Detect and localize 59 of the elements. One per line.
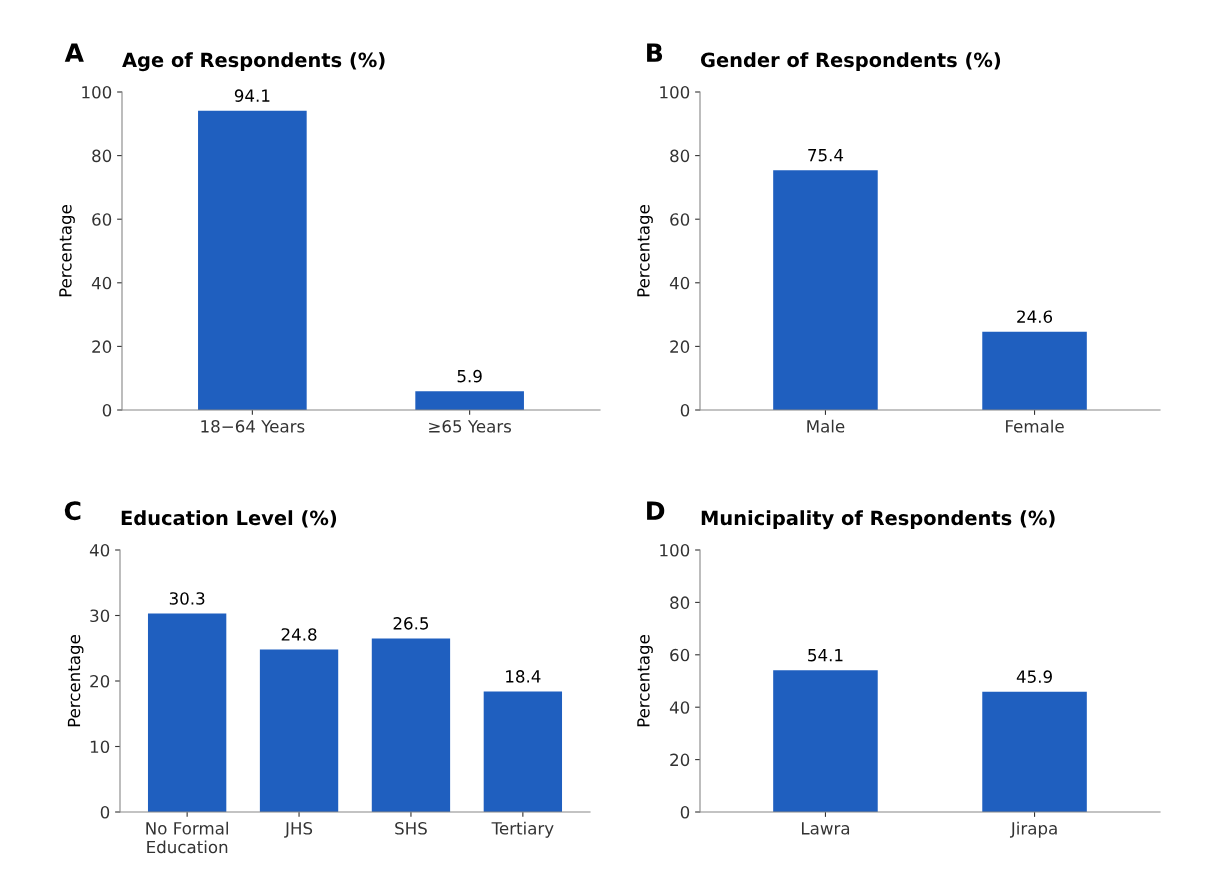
- y-tick-label: 100: [82, 85, 112, 99]
- chart-title: Municipality of Respondents (%): [701, 510, 1055, 530]
- chart-title: Gender of Respondents (%): [700, 52, 1001, 72]
- y-tick-label: 40: [91, 276, 112, 290]
- y-axis-title: Percentage: [59, 205, 75, 297]
- y-axis-title: Percentage: [637, 635, 653, 727]
- data-label: 24.6: [1017, 310, 1053, 323]
- text: C: [64, 501, 81, 521]
- chart-title: Education Level (%): [121, 510, 337, 528]
- data-label: 18.4: [506, 670, 541, 683]
- data-label: 24.8: [281, 628, 317, 641]
- text: D: [647, 501, 665, 520]
- y-axis-title: Percentage: [637, 205, 653, 297]
- x-tick-label: Tertiary: [491, 821, 554, 838]
- x-tick-label: ≥65 Years: [429, 420, 512, 433]
- x-tick-label: JHS: [284, 822, 313, 838]
- bar: [147, 613, 227, 812]
- x-tick-label: 18−64 Years: [201, 420, 305, 433]
- text: A: [64, 43, 84, 62]
- y-tick-label: 40: [89, 543, 110, 557]
- y-tick-label: 20: [92, 340, 112, 353]
- x-tick-label: Jirapa: [1009, 821, 1057, 838]
- y-tick-label: 0: [680, 403, 690, 417]
- y-axis-title: Percentage: [67, 635, 84, 727]
- x-tick-label: Female: [1006, 419, 1064, 433]
- y-tick-label: 0: [100, 805, 110, 819]
- y-tick-label: 60: [670, 648, 690, 662]
- x-tick-label: Male: [807, 419, 845, 433]
- data-label: 30.3: [169, 592, 205, 605]
- y-tick-label: 40: [669, 701, 690, 714]
- bar: [371, 638, 451, 812]
- data-label: 45.9: [1016, 670, 1052, 683]
- y-tick-label: 30: [90, 609, 110, 623]
- y-tick-label: 10: [90, 740, 110, 754]
- y-tick-label: 20: [670, 753, 690, 767]
- data-label: 54.1: [808, 649, 843, 662]
- y-tick-label: 80: [670, 149, 690, 163]
- data-label: 75.4: [808, 149, 844, 162]
- y-tick-label: 0: [102, 403, 112, 417]
- y-tick-label: 80: [670, 596, 690, 609]
- y-tick-label: 0: [680, 805, 690, 819]
- text: B: [647, 43, 663, 62]
- x-tick-label: No Formal Education: [146, 821, 228, 854]
- y-tick-label: 60: [92, 213, 112, 226]
- data-label: 94.1: [234, 89, 270, 102]
- x-tick-label: Lawra: [801, 822, 850, 835]
- data-label: 26.5: [393, 617, 429, 630]
- x-tick-label: SHS: [395, 822, 427, 835]
- y-tick-label: 20: [90, 674, 110, 688]
- data-label: 5.9: [457, 369, 482, 383]
- bar: [483, 691, 563, 812]
- bar: [259, 649, 339, 812]
- y-tick-label: 40: [669, 276, 690, 290]
- y-tick-label: 80: [92, 149, 112, 163]
- y-tick-label: 60: [670, 213, 690, 226]
- y-tick-label: 20: [670, 340, 690, 353]
- chart-title: Age of Respondents (%): [122, 52, 385, 72]
- y-tick-label: 100: [660, 543, 690, 557]
- y-tick-label: 100: [660, 85, 690, 99]
